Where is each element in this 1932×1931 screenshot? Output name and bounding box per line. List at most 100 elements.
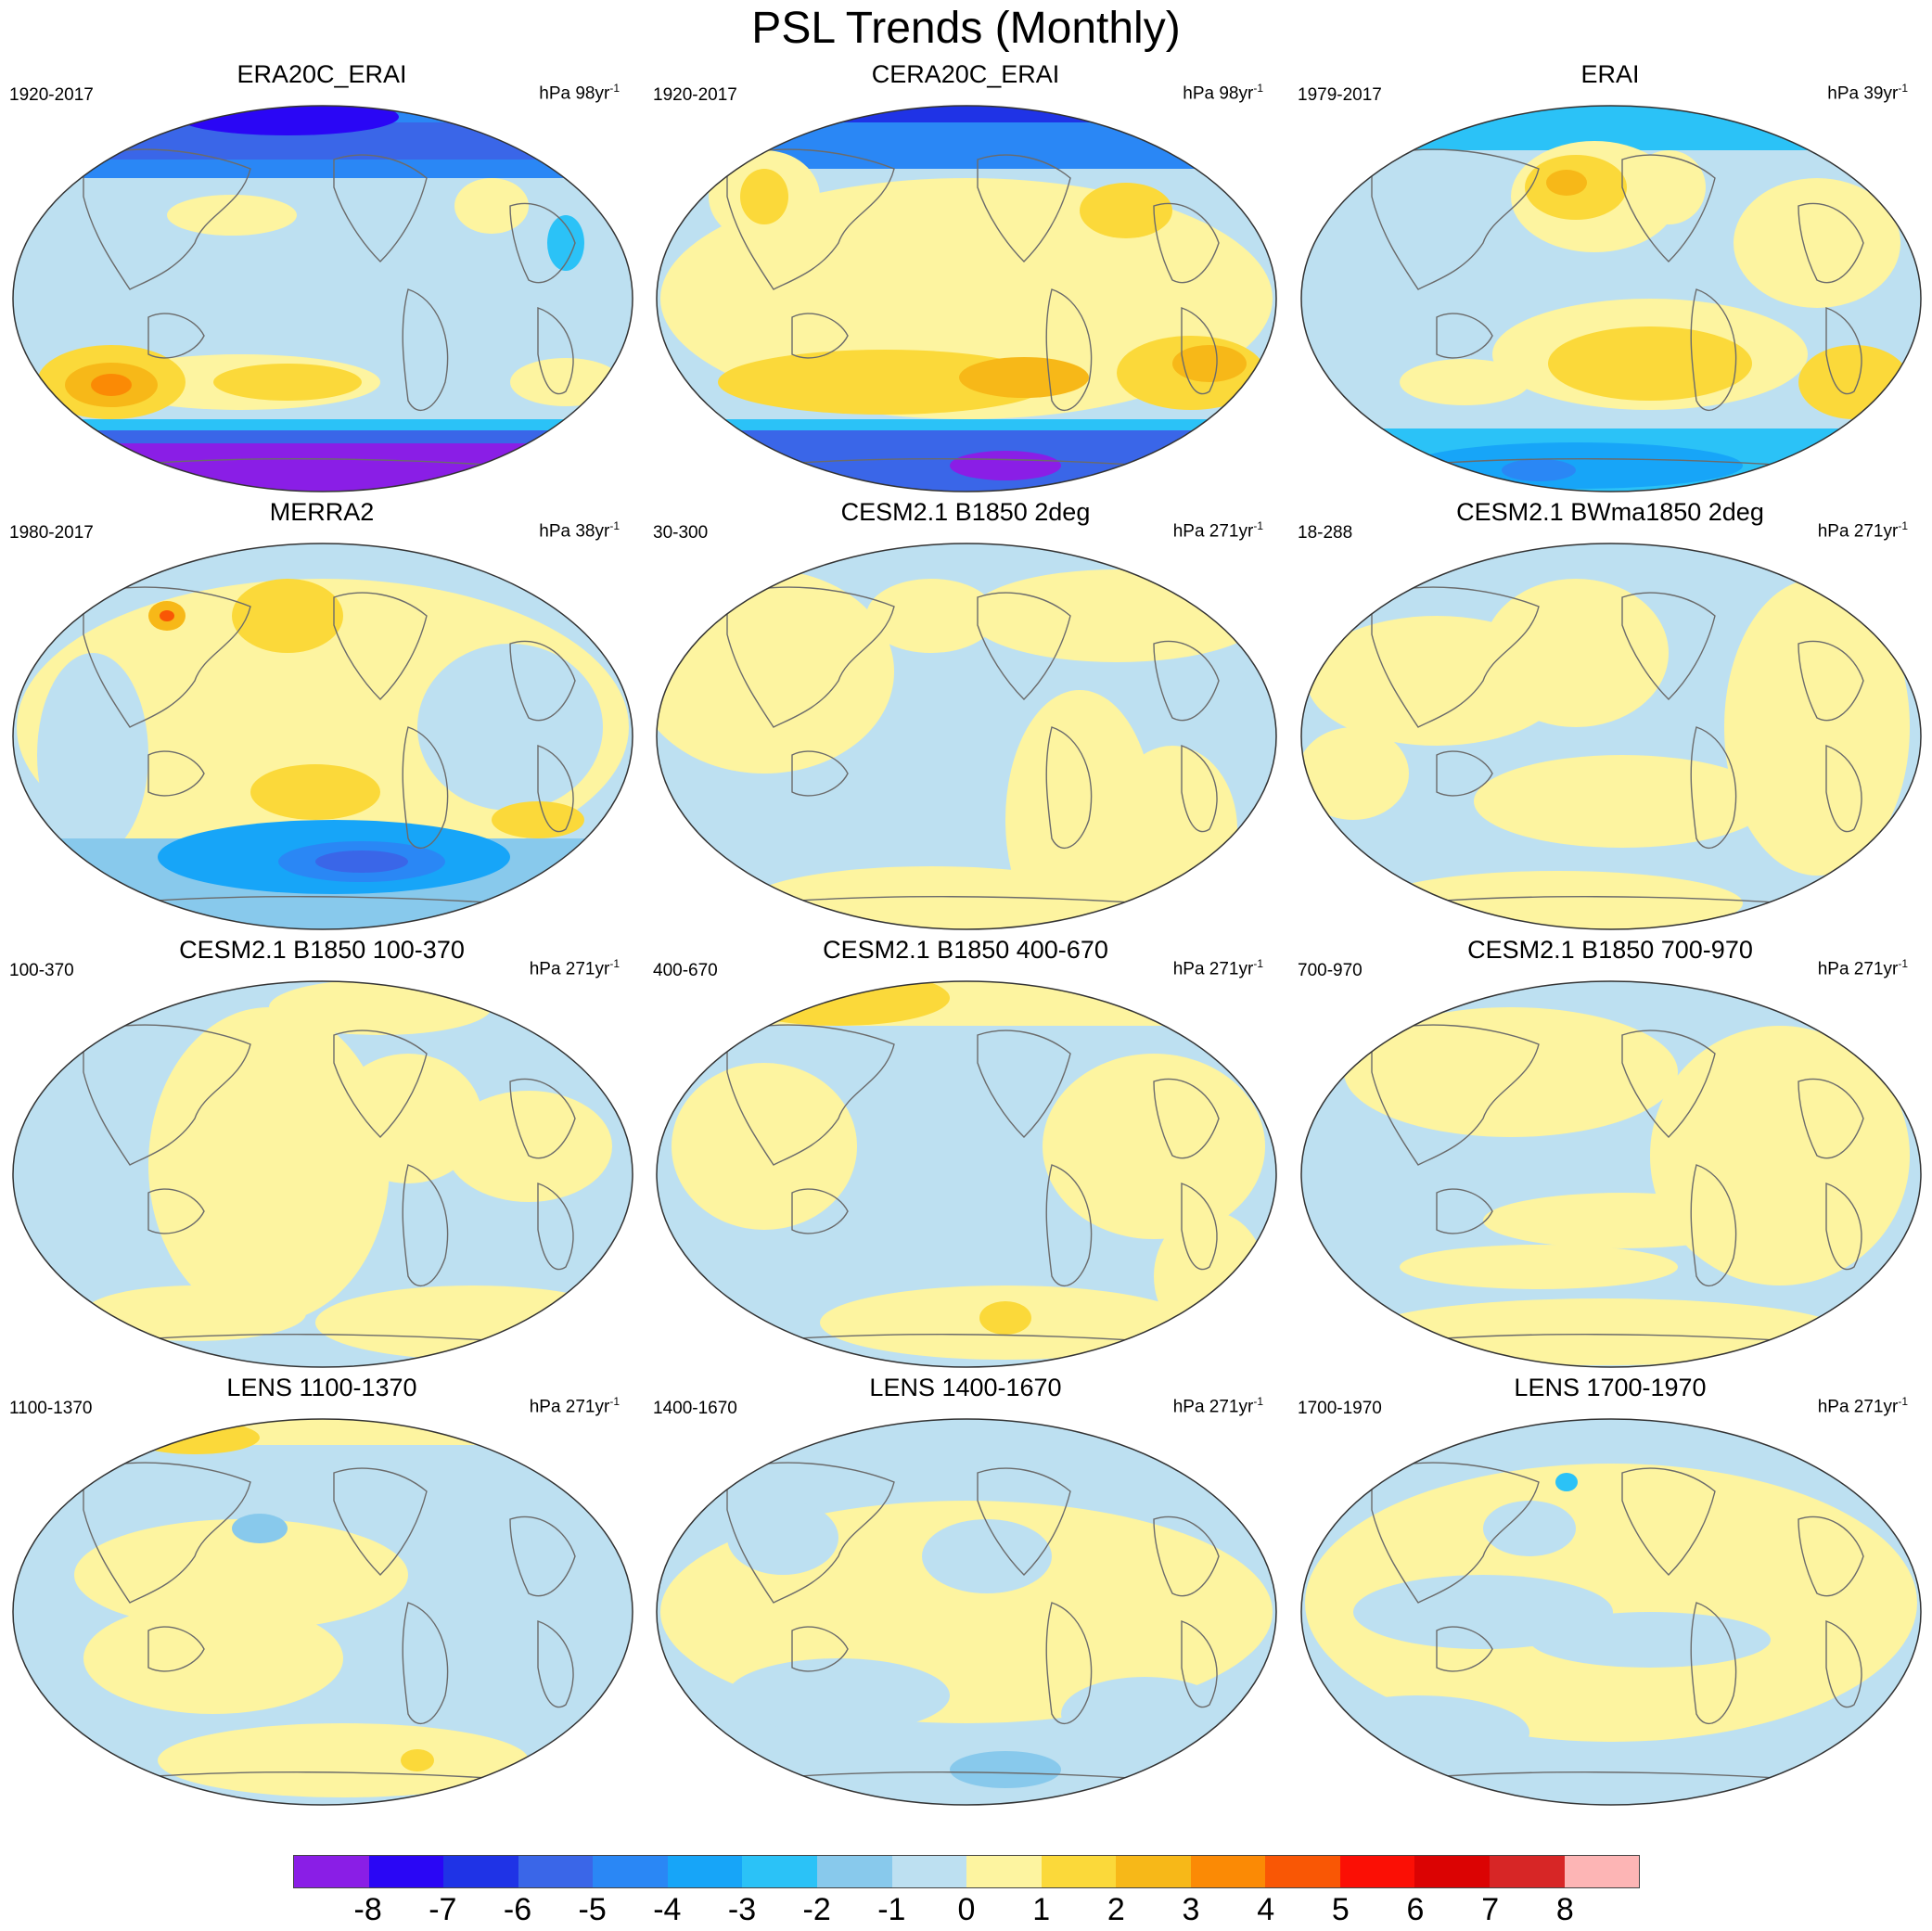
panel-units-text: hPa 271yr	[529, 1397, 610, 1417]
panel-title: ERAI	[1580, 60, 1640, 88]
colorbar-box	[518, 1856, 594, 1887]
colorbar-tick-label: 5	[1331, 1892, 1350, 1927]
colorbar-tick-label: -1	[877, 1892, 906, 1927]
panel-title: CERA20C_ERAI	[871, 60, 1060, 88]
colorbar-tick-label: -7	[429, 1892, 457, 1927]
colorbar-tick-label: -4	[653, 1892, 682, 1927]
colorbar	[293, 1855, 1640, 1888]
colorbar-box	[891, 1856, 967, 1887]
panel-period: 700-970	[1298, 961, 1363, 980]
panel-units-exponent: -1	[1898, 82, 1908, 95]
colorbar-box	[667, 1856, 743, 1887]
colorbar-tick-label: -3	[727, 1892, 757, 1927]
colorbar-box	[966, 1856, 1042, 1887]
panel-units-text: hPa 271yr	[1817, 959, 1899, 979]
panel-units-exponent: -1	[1898, 519, 1908, 532]
panel-units: hPa 271yr-1	[530, 1395, 620, 1417]
panel-title: LENS 1100-1370	[226, 1374, 417, 1401]
panel-title: CESM2.1 B1850 2deg	[840, 498, 1091, 526]
colorbar-box	[1041, 1856, 1117, 1887]
colorbar-tick-label: -8	[353, 1892, 382, 1927]
map-panel: CERA20C_ERAI 1920-2017 hPa 98yr-1	[644, 58, 1287, 493]
map-panel: CESM2.1 B1850 400-670 400-670 hPa 271yr-1	[644, 933, 1287, 1369]
world-map	[1298, 542, 1925, 931]
figure-title: PSL Trends (Monthly)	[751, 4, 1181, 53]
colorbar-box	[1339, 1856, 1415, 1887]
colorbar-tick-label: 4	[1257, 1892, 1275, 1927]
map-panel: LENS 1100-1370 1100-1370 hPa 271yr-1	[0, 1371, 644, 1807]
panel-title: LENS 1400-1670	[869, 1374, 1062, 1401]
panel-title: CESM2.1 B1850 700-970	[1467, 936, 1753, 964]
colorbar-tick-label: 6	[1406, 1892, 1425, 1927]
colorbar-box	[1265, 1856, 1340, 1887]
colorbar-tick-label: 7	[1481, 1892, 1500, 1927]
panel-units-exponent: -1	[1253, 82, 1263, 95]
panel-period: 100-370	[9, 961, 74, 980]
colorbar-box	[1190, 1856, 1266, 1887]
panel-period: 1700-1970	[1298, 1399, 1382, 1418]
world-map	[9, 1417, 636, 1807]
colorbar-box	[1490, 1856, 1565, 1887]
colorbar-tick-label: -5	[578, 1892, 607, 1927]
colorbar-box	[1564, 1856, 1640, 1887]
map-panel: CESM2.1 B1850 100-370 100-370 hPa 271yr-1	[0, 933, 644, 1369]
panel-period: 1400-1670	[653, 1399, 737, 1418]
map-panel: ERA20C_ERAI 1920-2017 hPa 98yr-1	[0, 58, 644, 493]
colorbar-box	[1414, 1856, 1490, 1887]
colorbar-tick-label: 3	[1182, 1892, 1200, 1927]
colorbar-box	[1116, 1856, 1191, 1887]
panel-units-text: hPa 271yr	[1817, 1397, 1899, 1417]
panel-units-text: hPa 98yr	[1183, 83, 1254, 104]
colorbar-tick-label: 8	[1555, 1892, 1574, 1927]
panel-units-exponent: -1	[1253, 957, 1263, 970]
panel-title: LENS 1700-1970	[1514, 1374, 1707, 1401]
world-map	[1298, 979, 1925, 1369]
panel-units-exponent: -1	[609, 1395, 620, 1408]
panel-units-text: hPa 39yr	[1827, 83, 1899, 104]
panel-units-exponent: -1	[1898, 957, 1908, 970]
colorbar-tick-label: -2	[802, 1892, 831, 1927]
panel-title: CESM2.1 B1850 100-370	[179, 936, 465, 964]
colorbar-box	[443, 1856, 518, 1887]
panel-title: CESM2.1 BWma1850 2deg	[1456, 498, 1764, 526]
panel-period: 1100-1370	[9, 1399, 93, 1418]
panel-period: 1979-2017	[1298, 85, 1382, 105]
panel-period: 18-288	[1298, 523, 1353, 543]
colorbar-box	[742, 1856, 817, 1887]
colorbar-tick-label: 0	[957, 1892, 976, 1927]
panel-title: ERA20C_ERAI	[237, 60, 407, 88]
world-map	[653, 979, 1280, 1369]
map-panel: MERRA2 1980-2017 hPa 38yr-1	[0, 495, 644, 931]
colorbar-box	[816, 1856, 892, 1887]
panel-units-exponent: -1	[609, 82, 620, 95]
world-map	[653, 104, 1280, 493]
map-panel: ERAI 1979-2017 hPa 39yr-1	[1288, 58, 1932, 493]
colorbar-tick-label: 1	[1032, 1892, 1051, 1927]
world-map	[9, 542, 636, 931]
panel-units-text: hPa 271yr	[1172, 1397, 1254, 1417]
panel-title: CESM2.1 B1850 400-670	[823, 936, 1108, 964]
panel-units: hPa 39yr-1	[1827, 82, 1908, 104]
panel-units-text: hPa 271yr	[529, 959, 610, 979]
panel-units: hPa 271yr-1	[1173, 957, 1263, 979]
panel-period: 400-670	[653, 961, 718, 980]
map-panel: CESM2.1 B1850 700-970 700-970 hPa 271yr-1	[1288, 933, 1932, 1369]
panel-units-text: hPa 98yr	[539, 83, 610, 104]
colorbar-box	[294, 1856, 369, 1887]
panel-units-text: hPa 271yr	[1172, 959, 1254, 979]
panel-units: hPa 271yr-1	[1818, 957, 1908, 979]
panel-period: 1920-2017	[653, 85, 737, 105]
world-map	[1298, 104, 1925, 493]
panel-title: MERRA2	[269, 498, 375, 526]
world-map	[9, 104, 636, 493]
panel-units: hPa 98yr-1	[1183, 82, 1263, 104]
panel-units: hPa 271yr-1	[1173, 519, 1263, 542]
world-map	[9, 979, 636, 1369]
panel-period: 1920-2017	[9, 85, 94, 105]
panel-units-exponent: -1	[609, 957, 620, 970]
map-panel: CESM2.1 BWma1850 2deg 18-288 hPa 271yr-1	[1288, 495, 1932, 931]
panel-units: hPa 271yr-1	[530, 957, 620, 979]
world-map	[653, 1417, 1280, 1807]
colorbar-box	[593, 1856, 668, 1887]
panel-period: 1980-2017	[9, 523, 94, 543]
